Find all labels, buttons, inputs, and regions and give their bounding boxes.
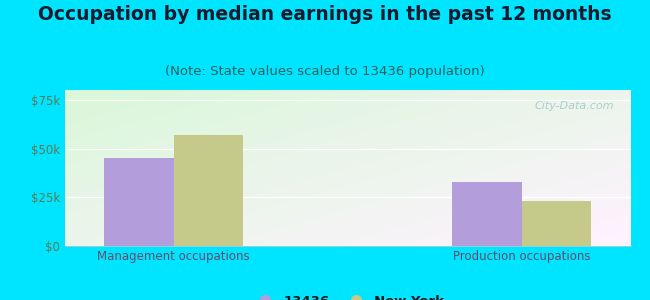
Bar [522,201,592,246]
Legend: 13436, New York: 13436, New York [246,290,449,300]
Bar [174,135,243,246]
Bar [452,182,522,246]
Bar [104,158,174,246]
Text: (Note: State values scaled to 13436 population): (Note: State values scaled to 13436 popu… [165,64,485,77]
Text: Occupation by median earnings in the past 12 months: Occupation by median earnings in the pas… [38,4,612,23]
Text: City-Data.com: City-Data.com [534,101,614,111]
